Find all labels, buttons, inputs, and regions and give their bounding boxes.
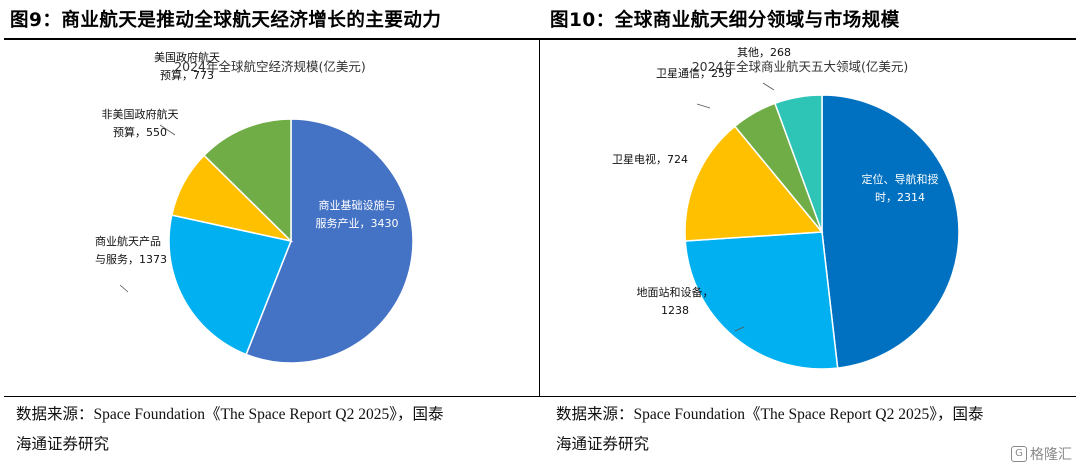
slice-label-1: 地面站和设备， 1238 bbox=[637, 285, 714, 317]
left-panel: 图9：商业航天是推动全球航天经济增长的主要动力 2024年全球航空经济规模(亿美… bbox=[10, 10, 531, 460]
slice-label-1: 商业航天产品与服务，1373 bbox=[95, 234, 167, 266]
panel-divider bbox=[539, 38, 540, 397]
slice-label-0: 定位、导航和授时，2314 bbox=[862, 172, 939, 204]
pie-chart-aerospace-economy: 2024年全球航空经济规模(亿美元) 商业基础设施与服务产业，3430 商业航天产品… bbox=[95, 50, 414, 364]
left-source-line-1: 数据来源：Space Foundation《The Space Report Q… bbox=[16, 406, 444, 423]
figure-9-title: 图9：商业航天是推动全球航天经济增长的主要动力 bbox=[10, 10, 442, 31]
left-source-line-2: 海通证券研究 bbox=[16, 436, 110, 453]
top-rule bbox=[4, 38, 1076, 40]
slice-label-4: 其他，268 bbox=[737, 46, 791, 59]
leader-line-0 bbox=[734, 326, 745, 332]
watermark: G 格隆汇 bbox=[1011, 444, 1072, 464]
gelonghui-logo-icon: G bbox=[1011, 446, 1027, 462]
slice-label-3: 美国政府航天预算，773 bbox=[154, 50, 220, 82]
pie-slice-0 bbox=[245, 118, 414, 364]
leader-line-0 bbox=[119, 284, 129, 293]
slice-label-3: 卫星通信，259 bbox=[656, 67, 732, 80]
leader-line-1 bbox=[159, 124, 176, 136]
slice-label-0: 商业基础设施与服务产业，3430 bbox=[316, 198, 399, 230]
right-panel: 图10：全球商业航天细分领域与市场规模 2024年全球商业航天五大领域(亿美元)… bbox=[540, 0, 1080, 468]
right-source-line-1: 数据来源：Space Foundation《The Space Report Q… bbox=[556, 406, 984, 423]
pie-slice-1 bbox=[168, 214, 293, 356]
slice-label-2: 卫星电视，724 bbox=[612, 152, 688, 166]
slice-label-2: 非美国政府航天预算，550 bbox=[102, 107, 179, 139]
figure-10-title: 图10：全球商业航天细分领域与市场规模 bbox=[550, 10, 900, 31]
chart-title: 2024年全球航空经济规模(亿美元) bbox=[174, 59, 366, 74]
right-source-line-2: 海通证券研究 bbox=[556, 436, 650, 453]
pie-slice-2 bbox=[684, 125, 824, 242]
pie-chart-commercial-space-segments: 2024年全球商业航天五大领域(亿美元) 定位、导航和授时，2314 地面站和设备，… bbox=[612, 46, 960, 370]
pie-slice-1 bbox=[684, 231, 839, 370]
leader-line-2 bbox=[762, 82, 775, 91]
watermark-text: 格隆汇 bbox=[1030, 447, 1072, 463]
pie-slice-0 bbox=[821, 94, 960, 369]
pie-slice-4 bbox=[773, 94, 823, 233]
left-source-note: 数据来源：Space Foundation《The Space Report Q… bbox=[16, 400, 531, 460]
chart-title: 2024年全球商业航天五大领域(亿美元) bbox=[692, 59, 909, 74]
right-source-note: 数据来源：Space Foundation《The Space Report Q… bbox=[556, 400, 1071, 460]
bottom-rule bbox=[4, 396, 1076, 397]
leader-line-1 bbox=[696, 103, 711, 109]
pie-slice-3 bbox=[203, 118, 292, 243]
